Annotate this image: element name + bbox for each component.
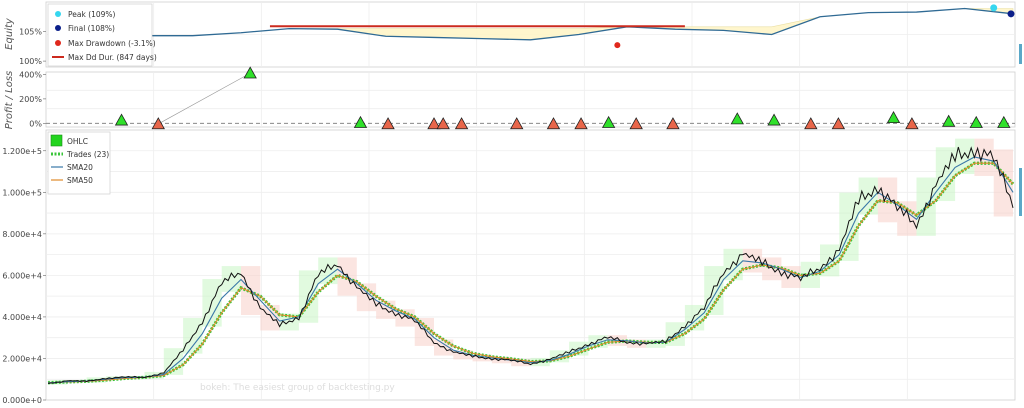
pnl-ylabel: Profit / Loss	[4, 71, 15, 129]
ytick-label: 6.000e+4	[2, 271, 42, 280]
watermark: bokeh: The easiest group of backtesting.…	[200, 383, 395, 393]
sma20-line	[47, 156, 1014, 384]
ohlc-scroll-indicator[interactable]	[1019, 168, 1022, 216]
ytick-label: 400%	[19, 70, 42, 79]
trade-band	[434, 339, 454, 356]
losing-trade-marker	[666, 117, 680, 130]
losing-trade-marker	[629, 117, 643, 130]
ytick-label: 1.200e+5	[2, 147, 42, 156]
equity-markers	[269, 4, 1015, 49]
ohlc-price-line	[47, 146, 1014, 384]
losing-trade-marker	[831, 117, 846, 130]
losing-trade-marker	[381, 117, 395, 130]
ytick-label: 100%	[19, 57, 42, 66]
trade-band	[221, 266, 241, 292]
ytick-label: 4.000e+4	[2, 313, 42, 322]
ohlc-legend-icon	[50, 134, 63, 147]
trade-band	[877, 177, 898, 223]
drawdown-legend-label: Max Drawdown (-3.1%)	[68, 39, 156, 48]
equity-scroll-indicator[interactable]	[1019, 44, 1022, 64]
peak-legend-label: Peak (109%)	[68, 10, 116, 19]
ytick-label: 0%	[29, 119, 42, 128]
pnl-trade-markers	[114, 66, 1011, 130]
final-marker	[1007, 10, 1015, 18]
losing-trade-marker	[454, 117, 469, 130]
winning-trade-marker	[886, 111, 901, 124]
ohlc-legend-label: OHLC	[67, 137, 88, 146]
winning-trade-marker	[243, 66, 257, 79]
losing-trade-marker	[436, 117, 450, 130]
ytick-label: 0.000e+0	[2, 396, 42, 405]
trade-band	[704, 266, 724, 316]
pnl-yticks: 400% 200% 0%	[19, 70, 46, 128]
equity-legend: Peak (109%) Final (108%) Max Drawdown (-…	[47, 3, 157, 67]
sma20-legend-label: SMA20	[67, 163, 93, 172]
trade-band	[974, 138, 994, 176]
losing-trade-marker	[574, 117, 588, 130]
trades-legend-label: Trades (23)	[66, 150, 109, 159]
ytick-label: 200%	[19, 95, 42, 104]
pnl-panel	[45, 71, 1016, 128]
sma50-line	[47, 162, 1014, 384]
winning-trade-marker	[114, 113, 129, 126]
trade-band	[723, 248, 743, 281]
winning-trade-marker	[601, 115, 616, 128]
winning-trade-marker	[941, 114, 956, 127]
ytick-label: 105%	[19, 28, 42, 37]
price-series	[47, 146, 1015, 385]
losing-trade-marker	[427, 117, 441, 130]
max-drawdown-marker	[614, 42, 621, 49]
trade-band	[858, 177, 878, 215]
losing-trade-marker	[905, 117, 919, 130]
equity-curve	[48, 7, 1014, 62]
drawdown-legend-icon	[55, 40, 61, 46]
ytick-label: 2.000e+4	[2, 354, 42, 363]
trade-band	[453, 350, 473, 360]
equity-line	[48, 7, 1014, 62]
ohlc-legend: OHLC Trades (23) SMA20 SMA50	[47, 131, 111, 195]
ohlc-yticks: 0.000e+0 2.000e+4 4.000e+4 6.000e+4 8.000e+4…	[2, 147, 46, 405]
dd-duration-legend-label: Max Dd Dur. (847 days)	[68, 53, 157, 62]
equity-yticks: 100% 105%	[19, 28, 46, 66]
winning-trade-marker	[767, 113, 781, 126]
winning-trade-marker	[730, 112, 744, 125]
final-legend-icon	[55, 25, 61, 31]
trade-band	[491, 356, 512, 364]
peak-marker	[990, 4, 998, 12]
trade-connector	[158, 72, 251, 125]
losing-trade-marker	[546, 117, 561, 130]
losing-trade-marker	[151, 117, 165, 130]
equity-ylabel: Equity	[4, 17, 15, 50]
ytick-label: 1.000e+5	[2, 188, 42, 197]
trade-band	[395, 309, 415, 327]
ytick-label: 8.000e+4	[2, 230, 42, 239]
equity-legend-box	[47, 3, 153, 67]
final-legend-label: Final (108%)	[68, 24, 115, 33]
trade-band	[993, 149, 1013, 217]
winning-trade-marker	[969, 115, 983, 128]
peak-legend-icon	[55, 11, 61, 17]
sma50-legend-label: SMA50	[67, 176, 93, 185]
losing-trade-marker	[804, 117, 818, 130]
trade-band	[627, 339, 647, 348]
trade-band	[511, 358, 531, 367]
ohlc-panel	[45, 129, 1016, 401]
pnl-grid	[46, 72, 1015, 127]
winning-trade-marker	[353, 115, 368, 128]
winning-trade-marker	[997, 115, 1011, 128]
trade-band	[472, 354, 492, 362]
losing-trade-marker	[510, 117, 524, 130]
